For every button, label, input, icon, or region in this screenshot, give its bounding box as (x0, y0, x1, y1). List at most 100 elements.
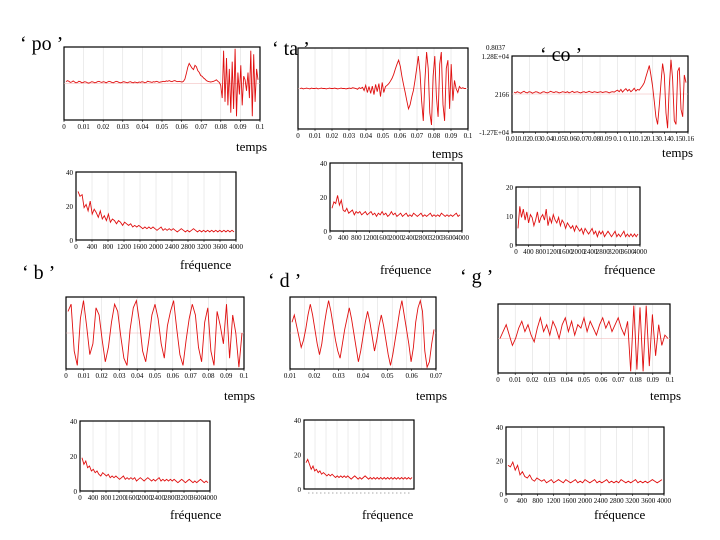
po-time-tick-label: 0.07 (195, 123, 208, 131)
d-time-tick-label: 0.04 (357, 372, 370, 380)
co-time-tick-label: 0.04 (541, 135, 554, 143)
g-spectrum-tick-label: 0 (504, 497, 508, 505)
b-spectrum-tick-label: 2000 (138, 494, 153, 502)
g-spectrum-ytick-label: 20 (496, 458, 504, 466)
ta-spectrum-tick-label: 3600 (442, 234, 457, 242)
g-time-xlabel: temps (650, 388, 682, 403)
g-spectrum-tick-label: 3200 (625, 497, 640, 505)
g-time-tick-label: 0.07 (612, 376, 625, 384)
d-time-tick-label: 0.06 (406, 372, 419, 380)
po-spectrum-tick-label: 1600 (133, 243, 148, 251)
ta-time-tick-label: 0.1 (464, 132, 473, 140)
g-time-tick-label: 0.01 (509, 376, 522, 384)
po-spectrum-tick-label: 3600 (213, 243, 228, 251)
po-time-series (65, 48, 259, 117)
po-time-tick-label: 0.09 (234, 123, 247, 131)
co-time-tick-label: 0.05 (553, 135, 566, 143)
po-spectrum-tick-label: 4000 (229, 243, 244, 251)
g-spectrum-tick-label: 1200 (546, 497, 561, 505)
b-time-tick-label: 0.09 (220, 372, 233, 380)
g-spectrum-tick-label: 2800 (610, 497, 625, 505)
ta-time-tick-label: 0 (296, 132, 300, 140)
po-time-panel: 0 0.01 0.02 0.03 0.04 0.05 0.06 0.07 0.08 0.09 0.1 (62, 46, 265, 131)
co-time-series (513, 59, 687, 129)
b-spectrum-xlabel: fréquence (170, 507, 222, 522)
co-time-ytick-label: 2166 (495, 91, 510, 99)
g-time-tick-label: 0.05 (578, 376, 591, 384)
co-spectrum-tick-label: 3600 (621, 248, 636, 256)
b-spectrum-tick-label: 1200 (112, 494, 127, 502)
ta-spectrum-series (331, 195, 461, 218)
co-time-tick-label: 0.14 (658, 135, 671, 143)
co-time-ytick-label: -1.27E+04 (479, 129, 509, 137)
g-time-tick-label: 0.08 (629, 376, 642, 384)
d-time-tick-label: 0.03 (333, 372, 346, 380)
d-time-tick-label: 0.02 (308, 372, 321, 380)
syllable-label-po: ‘ po ’ (20, 33, 64, 55)
g-spectrum-tick-label: 2400 (594, 497, 609, 505)
co-time-tick-label: 0.15 (670, 135, 683, 143)
b-spectrum-tick-label: 3200 (177, 494, 192, 502)
co-spectrum-tick-label: 1200 (546, 248, 561, 256)
syllable-label-co: ‘ co ’ (540, 44, 583, 66)
po-spectrum-tick-label: 2400 (165, 243, 180, 251)
ta-spectrum-tick-label: 2400 (402, 234, 417, 242)
co-spectrum-tick-label: 400 (523, 248, 534, 256)
g-spectrum-panel: 0 400 800 1200 1600 2000 2400 2800 3200 3600 40004… (496, 424, 672, 505)
co-time-tick-label: 0.01 (506, 135, 519, 143)
po-time-tick-label: 0.03 (117, 123, 130, 131)
b-spectrum-ytick-label: 20 (70, 453, 78, 461)
b-time-series (67, 298, 243, 368)
po-spectrum-tick-label: 2000 (149, 243, 164, 251)
ta-time-tick-label: 0.03 (343, 132, 356, 140)
g-time-panel: 0 0.01 0.02 0.03 0.04 0.05 0.06 0.07 0.08 0.09 0.1 (496, 303, 675, 384)
po-time-tick-label: 0.04 (136, 123, 149, 131)
ta-time-tick-label: 0.06 (394, 132, 407, 140)
ta-time-tick-label: 0.05 (377, 132, 390, 140)
b-time-tick-label: 0.06 (167, 372, 180, 380)
po-spectrum-ytick-label: 40 (66, 169, 74, 177)
po-time-tick-label: 0.05 (156, 123, 169, 131)
b-time-tick-label: 0.08 (202, 372, 215, 380)
g-spectrum-ytick-label: 0 (500, 491, 504, 499)
b-spectrum-ytick-label: 0 (74, 488, 78, 496)
g-spectrum-tick-label: 1600 (562, 497, 577, 505)
co-spectrum-ytick-label: 10 (506, 213, 514, 221)
ta-spectrum-tick-label: 3200 (429, 234, 444, 242)
b-time-tick-label: 0 (64, 372, 68, 380)
b-time-tick-label: 0.02 (95, 372, 108, 380)
b-spectrum-tick-label: 1600 (125, 494, 140, 502)
po-spectrum-xlabel: fréquence (180, 257, 232, 272)
b-spectrum-panel: 0 400 800 1200 1600 2000 2400 2800 3200 3600 40004… (70, 418, 218, 502)
b-time-tick-label: 0.05 (149, 372, 162, 380)
co-spectrum-ytick-label: 20 (506, 184, 514, 192)
d-time-tick-label: 0.05 (381, 372, 394, 380)
co-spectrum-tick-label: 2800 (596, 248, 611, 256)
b-spectrum-series (81, 457, 209, 484)
co-time-xlabel: temps (662, 145, 694, 160)
co-time-tick-label: 0.09 (600, 135, 613, 143)
po-spectrum-tick-label: 0 (74, 243, 78, 251)
syllable-label-g: ‘ g ’ (460, 266, 494, 288)
ta-spectrum-ytick-label: 20 (320, 194, 328, 202)
g-spectrum-tick-label: 400 (517, 497, 528, 505)
d-time-tick-label: 0.01 (284, 372, 297, 380)
b-time-xlabel: temps (224, 388, 256, 403)
po-spectrum-panel: 0 400 800 1200 1600 2000 2400 2800 3200 3600 40004… (66, 169, 244, 251)
ta-time-tick-label: 0.07 (411, 132, 424, 140)
ta-spectrum-tick-label: 2000 (389, 234, 404, 242)
d-time-tick-label: 0.07 (430, 372, 443, 380)
g-time-tick-label: 0.09 (647, 376, 660, 384)
d-spectrum-frame (303, 419, 415, 490)
syllable-label-ta: ‘ ta ’ (272, 38, 310, 60)
co-time-panel: 0.01 0.02 0.03 0.04 0.05 0.06 0.07 0.08 0.09 0.1 0… (479, 53, 694, 143)
b-time-tick-label: 0.07 (184, 372, 197, 380)
g-spectrum-tick-label: 2000 (578, 497, 593, 505)
d-spectrum-panel: 40 20 0 (294, 417, 415, 494)
po-time-tick-label: 0 (62, 123, 66, 131)
d-time-panel: 0.01 0.02 0.03 0.04 0.05 0.06 0.07 (284, 296, 443, 380)
po-spectrum-tick-label: 2800 (181, 243, 196, 251)
co-spectrum-tick-label: 800 (536, 248, 547, 256)
co-time-tick-label: 0.12 (635, 135, 648, 143)
